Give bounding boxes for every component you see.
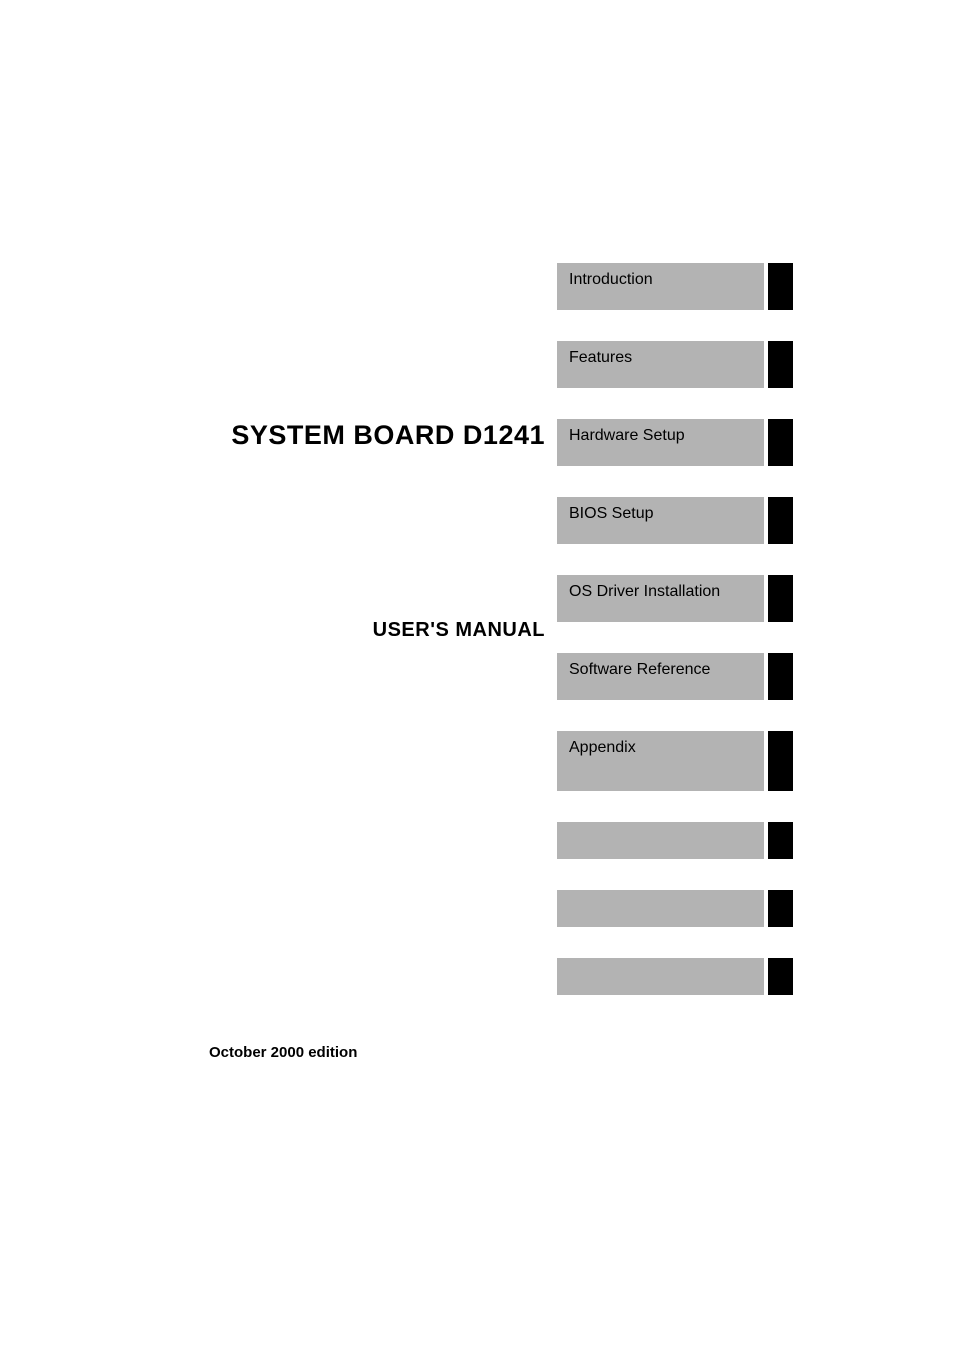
tab-software-reference: Software Reference: [557, 653, 793, 700]
section-tabs: Introduction Features Hardware Setup BIO…: [557, 263, 793, 1026]
tab-marker: [768, 653, 793, 700]
tab-empty-3: [557, 958, 793, 995]
tab-marker: [768, 890, 793, 927]
tab-empty-1: [557, 822, 793, 859]
tab-bios-setup: BIOS Setup: [557, 497, 793, 544]
document-page: SYSTEM BOARD D1241 USER'S MANUAL October…: [0, 0, 954, 1351]
tab-introduction: Introduction: [557, 263, 793, 310]
tab-appendix: Appendix: [557, 731, 793, 791]
tab-label: Software Reference: [557, 653, 764, 700]
tab-label: Features: [557, 341, 764, 388]
tab-label: Introduction: [557, 263, 764, 310]
tab-label: [557, 890, 764, 927]
edition-label: October 2000 edition: [209, 1044, 357, 1061]
tab-label: [557, 958, 764, 995]
tab-marker: [768, 341, 793, 388]
tab-hardware-setup: Hardware Setup: [557, 419, 793, 466]
tab-marker: [768, 575, 793, 622]
tab-marker: [768, 497, 793, 544]
tab-marker: [768, 822, 793, 859]
tab-marker: [768, 419, 793, 466]
tab-marker: [768, 731, 793, 791]
tab-label: Appendix: [557, 731, 764, 791]
tab-features: Features: [557, 341, 793, 388]
tab-label: OS Driver Installation: [557, 575, 764, 622]
tab-label: BIOS Setup: [557, 497, 764, 544]
document-subtitle: USER'S MANUAL: [205, 619, 545, 642]
tab-marker: [768, 263, 793, 310]
tab-label: Hardware Setup: [557, 419, 764, 466]
title-block: SYSTEM BOARD D1241 USER'S MANUAL: [205, 420, 545, 642]
tab-marker: [768, 958, 793, 995]
document-title: SYSTEM BOARD D1241: [205, 420, 545, 451]
tab-os-driver: OS Driver Installation: [557, 575, 793, 622]
tab-empty-2: [557, 890, 793, 927]
tab-label: [557, 822, 764, 859]
